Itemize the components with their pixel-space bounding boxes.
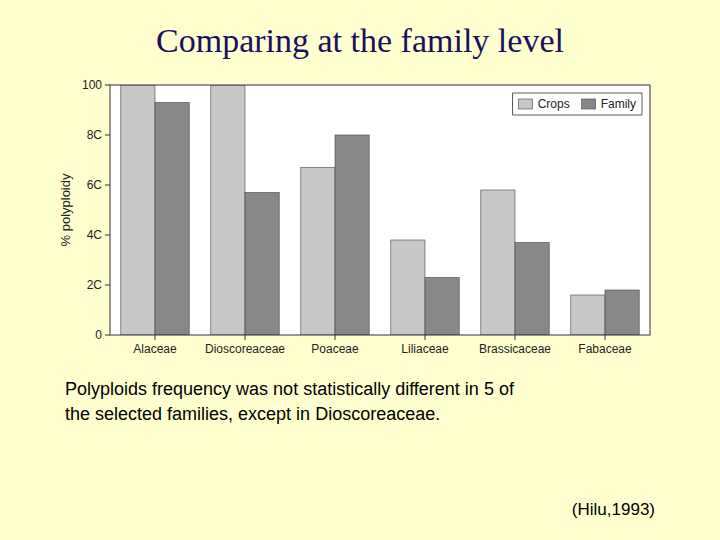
- x-tick: [425, 335, 426, 340]
- x-tick-label: Alaceae: [133, 342, 177, 356]
- bar: [515, 243, 549, 336]
- bar: [211, 85, 245, 335]
- x-tick-label: Fabaceae: [578, 342, 632, 356]
- bar: [425, 278, 459, 336]
- y-tick-label: 4C: [87, 228, 103, 242]
- title: Comparing at the family level: [156, 22, 564, 59]
- bar: [335, 135, 369, 335]
- bar: [155, 103, 189, 336]
- y-axis-label: % polyploidy: [58, 173, 73, 246]
- y-tick-label: 0: [95, 328, 102, 342]
- x-tick-label: Brassicaceae: [479, 342, 551, 356]
- citation: (Hilu,1993): [572, 500, 655, 519]
- legend-swatch: [519, 99, 533, 109]
- bar: [245, 193, 279, 336]
- legend-frame: [513, 93, 642, 115]
- body-text: Polyploids frequency was not statistical…: [65, 379, 515, 424]
- plot-background: [110, 85, 650, 335]
- x-tick: [155, 335, 156, 340]
- page-background: [0, 0, 720, 540]
- x-tick-label: Liliaceae: [401, 342, 449, 356]
- x-tick-label: Dioscoreaceae: [205, 342, 285, 356]
- bar: [481, 190, 515, 335]
- plot-frame: [110, 85, 650, 335]
- y-tick: [105, 285, 110, 286]
- y-tick: [105, 335, 110, 336]
- y-tick-label: 6C: [87, 178, 103, 192]
- chart-root: Comparing at the family level 0 2C 4C 6C 8C 10…: [0, 0, 720, 540]
- y-tick: [105, 185, 110, 186]
- legend-swatch: [582, 99, 596, 109]
- y-tick-label: 2C: [87, 278, 103, 292]
- bars: [121, 85, 639, 335]
- x-tick: [335, 335, 336, 340]
- legend-label: Family: [601, 97, 636, 111]
- y-tick-label: 100: [82, 78, 102, 92]
- y-tick: [105, 135, 110, 136]
- y-tick-label: 8C: [87, 128, 103, 142]
- bar: [391, 240, 425, 335]
- bar: [605, 290, 639, 335]
- y-tick: [105, 85, 110, 86]
- legend-label: Crops: [538, 97, 570, 111]
- legend: Crops Family: [513, 93, 642, 115]
- x-tick: [245, 335, 246, 340]
- x-tick: [605, 335, 606, 340]
- bar: [301, 168, 335, 336]
- bar: [571, 295, 605, 335]
- x-tick: [515, 335, 516, 340]
- y-tick: [105, 235, 110, 236]
- x-tick-label: Poaceae: [311, 342, 359, 356]
- bar: [121, 85, 155, 335]
